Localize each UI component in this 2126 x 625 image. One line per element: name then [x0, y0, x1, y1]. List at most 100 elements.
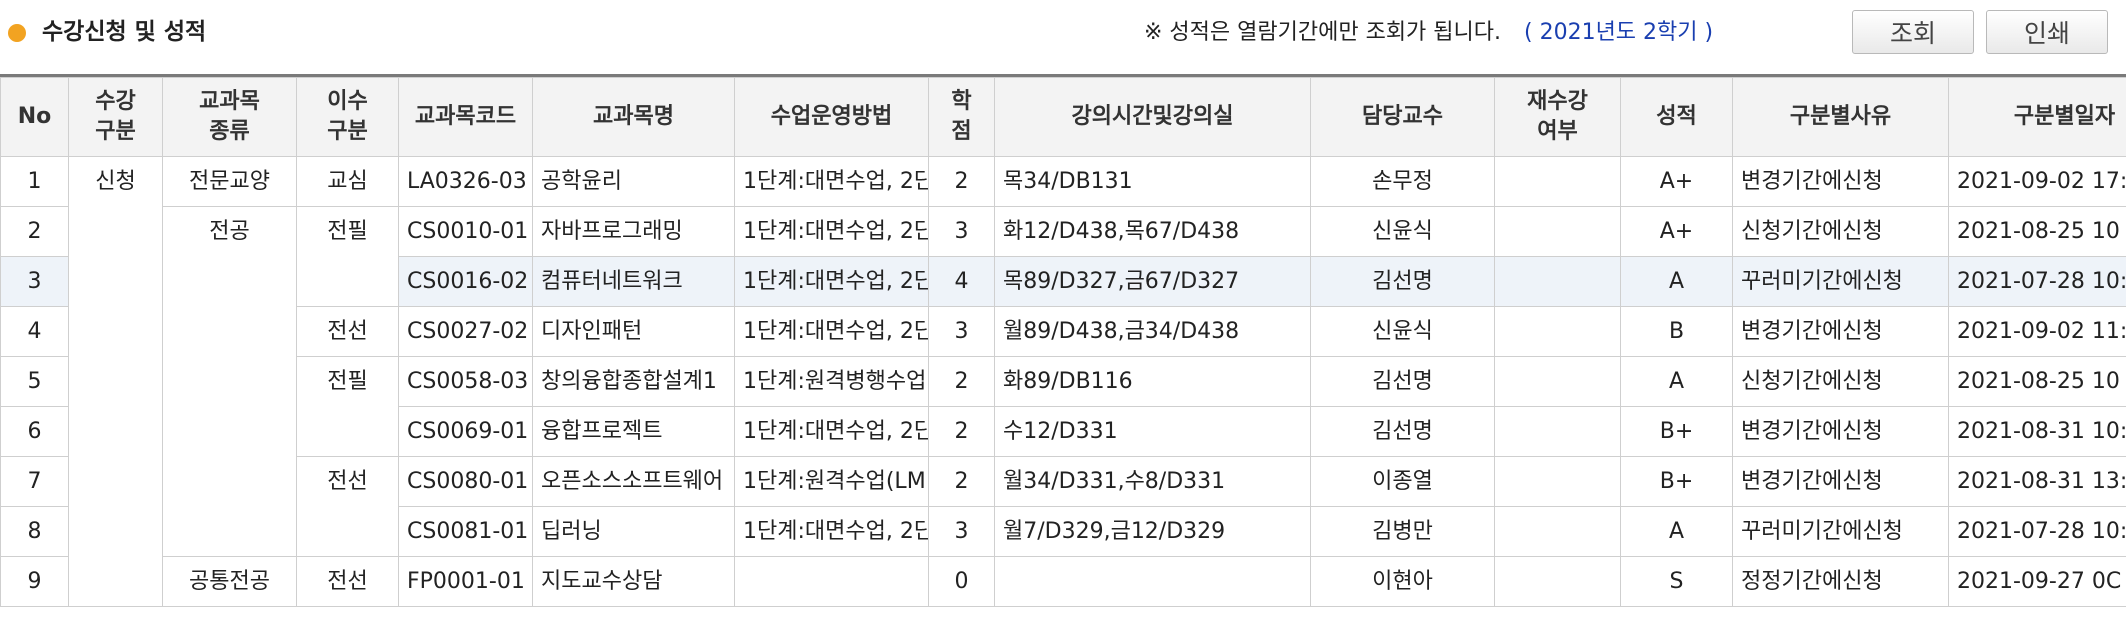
cell-course-name: 지도교수상담	[533, 557, 735, 607]
cell-no: 8	[1, 507, 69, 557]
cell-retake	[1495, 507, 1621, 557]
grade-notice: ※ 성적은 열람기간에만 조회가 됩니다.	[1144, 15, 1501, 51]
col-header-method[interactable]: 수업운영방법	[735, 78, 929, 157]
cell-retake	[1495, 307, 1621, 357]
cell-course-code: CS0080-01	[399, 457, 533, 507]
cell-course-name: 오픈소스소프트웨어	[533, 457, 735, 507]
section-title: 수강신청 및 성적	[42, 14, 206, 50]
cell-retake	[1495, 407, 1621, 457]
cell-course-type: 전문교양	[163, 157, 297, 207]
cell-grade: B+	[1621, 407, 1733, 457]
cell-credit: 2	[929, 357, 995, 407]
cell-completion-type: 전선	[297, 307, 399, 357]
cell-credit: 3	[929, 307, 995, 357]
cell-credit: 3	[929, 507, 995, 557]
col-header-date[interactable]: 구분별일자	[1949, 78, 2126, 157]
cell-professor: 손무정	[1311, 157, 1495, 207]
search-button[interactable]: 조회	[1852, 10, 1974, 54]
cell-completion-type: 전선	[297, 457, 399, 557]
cell-retake	[1495, 157, 1621, 207]
enrollment-grid: No 수강구분 교과목종류 이수구분 교과목코드 교과목명 수업운영방법 학점 …	[0, 74, 2126, 625]
cell-course-name: 디자인패턴	[533, 307, 735, 357]
table-row[interactable]: 4 전선 CS0027-02 디자인패턴 1단계:대면수업, 2단 3 월89/…	[1, 307, 2126, 357]
cell-professor: 이종열	[1311, 457, 1495, 507]
table-row[interactable]: 5 전필 CS0058-03 창의융합종합설계1 1단계:원격병행수업 2 화8…	[1, 357, 2126, 407]
cell-time-room: 화12/D438,목67/D438	[995, 207, 1311, 257]
cell-no: 4	[1, 307, 69, 357]
cell-time-room: 수12/D331	[995, 407, 1311, 457]
cell-completion-type: 전필	[297, 207, 399, 307]
cell-grade: B+	[1621, 457, 1733, 507]
table-row[interactable]: 9 공통전공 전선 FP0001-01 지도교수상담 0 이현아 S 정정기간에…	[1, 557, 2126, 607]
cell-professor: 김선명	[1311, 407, 1495, 457]
cell-date: 2021-07-28 10:	[1949, 507, 2126, 557]
cell-retake	[1495, 207, 1621, 257]
col-header-no[interactable]: No	[1, 78, 69, 157]
cell-no: 5	[1, 357, 69, 407]
col-header-course-type[interactable]: 교과목종류	[163, 78, 297, 157]
col-header-reg-type[interactable]: 수강구분	[69, 78, 163, 157]
cell-time-room: 화89/DB116	[995, 357, 1311, 407]
cell-time-room: 월34/D331,수8/D331	[995, 457, 1311, 507]
cell-method: 1단계:대면수업, 2단	[735, 207, 929, 257]
cell-method: 1단계:대면수업, 2단	[735, 407, 929, 457]
table-row[interactable]: 1 신청 전문교양 교심 LA0326-03 공학윤리 1단계:대면수업, 2단…	[1, 157, 2126, 207]
cell-date: 2021-09-27 0C	[1949, 557, 2126, 607]
cell-no: 7	[1, 457, 69, 507]
cell-no: 2	[1, 207, 69, 257]
cell-course-code: CS0081-01	[399, 507, 533, 557]
col-header-professor[interactable]: 담당교수	[1311, 78, 1495, 157]
cell-date: 2021-07-28 10:	[1949, 257, 2126, 307]
cell-retake	[1495, 357, 1621, 407]
table-row[interactable]: 7 전선 CS0080-01 오픈소스소프트웨어 1단계:원격수업(LM 2 월…	[1, 457, 2126, 507]
cell-no: 3	[1, 257, 69, 307]
bullet-icon	[8, 24, 26, 42]
cell-course-name: 딥러닝	[533, 507, 735, 557]
cell-course-name: 컴퓨터네트워크	[533, 257, 735, 307]
cell-reason: 신청기간에신청	[1733, 207, 1949, 257]
cell-completion-type: 교심	[297, 157, 399, 207]
cell-course-name: 창의융합종합설계1	[533, 357, 735, 407]
table-row[interactable]: 2 전공 전필 CS0010-01 자바프로그래밍 1단계:대면수업, 2단 3…	[1, 207, 2126, 257]
cell-reason: 꾸러미기간에신청	[1733, 507, 1949, 557]
cell-reason: 변경기간에신청	[1733, 307, 1949, 357]
cell-course-code: CS0069-01	[399, 407, 533, 457]
cell-no: 6	[1, 407, 69, 457]
cell-method: 1단계:대면수업, 2단	[735, 307, 929, 357]
cell-time-room: 월7/D329,금12/D329	[995, 507, 1311, 557]
cell-method: 1단계:원격수업(LM	[735, 457, 929, 507]
cell-reason: 변경기간에신청	[1733, 457, 1949, 507]
col-header-time-room[interactable]: 강의시간및강의실	[995, 78, 1311, 157]
cell-professor: 김병만	[1311, 507, 1495, 557]
cell-course-code: LA0326-03	[399, 157, 533, 207]
cell-professor: 김선명	[1311, 257, 1495, 307]
cell-course-code: CS0016-02	[399, 257, 533, 307]
col-header-course-code[interactable]: 교과목코드	[399, 78, 533, 157]
section-header: 수강신청 및 성적 ※ 성적은 열람기간에만 조회가 됩니다. ( 2021년도…	[0, 0, 2126, 70]
col-header-course-name[interactable]: 교과목명	[533, 78, 735, 157]
cell-method: 1단계:대면수업, 2단	[735, 157, 929, 207]
cell-credit: 2	[929, 457, 995, 507]
cell-course-code: CS0010-01	[399, 207, 533, 257]
col-header-reason[interactable]: 구분별사유	[1733, 78, 1949, 157]
col-header-credit[interactable]: 학점	[929, 78, 995, 157]
cell-method	[735, 557, 929, 607]
cell-grade: B	[1621, 307, 1733, 357]
cell-retake	[1495, 557, 1621, 607]
cell-course-code: FP0001-01	[399, 557, 533, 607]
cell-course-name: 공학윤리	[533, 157, 735, 207]
table-header-row: No 수강구분 교과목종류 이수구분 교과목코드 교과목명 수업운영방법 학점 …	[1, 78, 2126, 157]
col-header-completion-type[interactable]: 이수구분	[297, 78, 399, 157]
print-button[interactable]: 인쇄	[1986, 10, 2108, 54]
cell-course-type: 공통전공	[163, 557, 297, 607]
cell-course-code: CS0027-02	[399, 307, 533, 357]
cell-retake	[1495, 457, 1621, 507]
cell-reason: 변경기간에신청	[1733, 157, 1949, 207]
col-header-grade[interactable]: 성적	[1621, 78, 1733, 157]
cell-date: 2021-08-31 13:	[1949, 457, 2126, 507]
col-header-retake[interactable]: 재수강여부	[1495, 78, 1621, 157]
term-label: ( 2021년도 2학기 )	[1524, 15, 1713, 51]
cell-course-code: CS0058-03	[399, 357, 533, 407]
cell-grade: A	[1621, 257, 1733, 307]
enrollment-table: No 수강구분 교과목종류 이수구분 교과목코드 교과목명 수업운영방법 학점 …	[0, 77, 2126, 607]
